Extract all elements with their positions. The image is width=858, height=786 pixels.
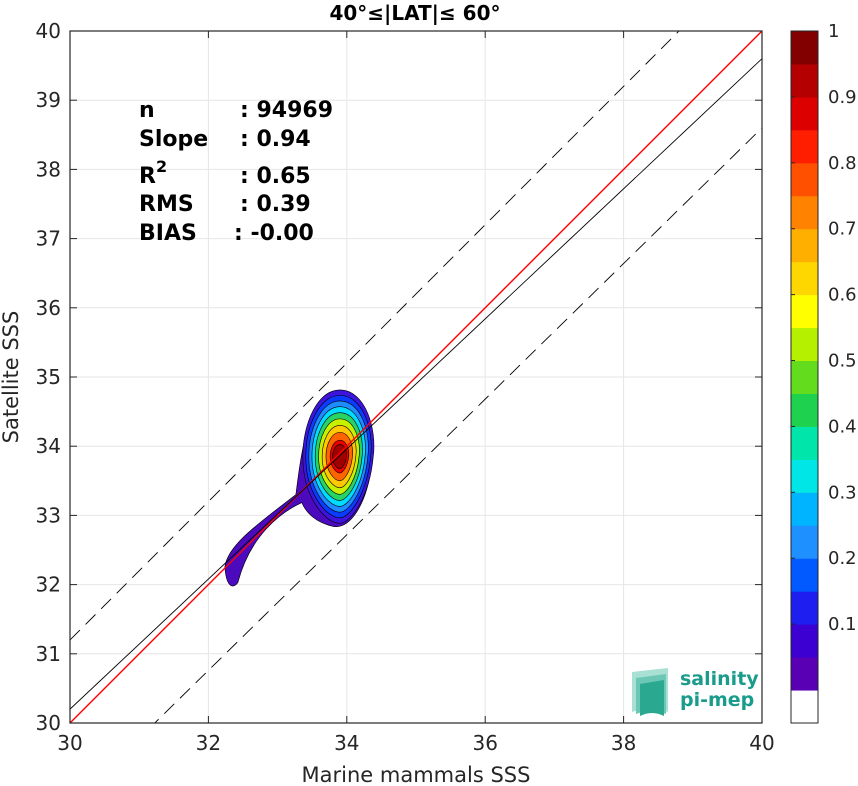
chart-title: 40°≤|LAT|≤ 60° — [329, 1, 500, 25]
y-tick-label: 36 — [36, 296, 61, 320]
x-tick-label: 36 — [472, 731, 497, 755]
stat-bias-label: BIAS — [139, 221, 197, 246]
colorbar-segment — [791, 360, 818, 394]
stat-rms-value: : 0.39 — [240, 192, 311, 217]
colorbar-segment — [791, 63, 818, 98]
colorbar-segment — [791, 96, 818, 131]
dashed-bound-line — [70, 31, 680, 641]
stat-r2-value: : 0.65 — [240, 164, 311, 189]
stat-r2-sup: 2 — [156, 157, 167, 176]
colorbar-segment — [791, 327, 818, 362]
y-tick-label: 32 — [36, 573, 61, 597]
colorbar-segment — [791, 261, 818, 296]
stat-slope-label: Slope — [139, 127, 208, 152]
colorbar-segment — [791, 426, 818, 460]
logo-wave-icon — [632, 668, 668, 716]
colorbar-tick-label: 0.5 — [828, 351, 857, 372]
stat-n-label: n — [139, 98, 155, 123]
y-tick-label: 37 — [36, 227, 61, 251]
colorbar-segment — [791, 591, 818, 625]
colorbar-tick-label: 0.2 — [828, 548, 857, 569]
colorbar-segment — [791, 657, 818, 691]
colorbar-tick-label: 0.9 — [828, 87, 857, 108]
stat-slope-value: : 0.94 — [240, 127, 311, 152]
colorbar-segment — [791, 195, 818, 230]
y-tick-label: 39 — [36, 88, 61, 112]
colorbar-tick-label: 1 — [828, 21, 839, 42]
plot-frame — [69, 30, 763, 724]
colorbar-segment — [791, 624, 818, 658]
colorbar-tick-labels: 0.1 0.2 0.3 0.4 0.5 0.6 0.7 0.8 0.9 1 — [828, 21, 857, 635]
colorbar-segment — [791, 31, 818, 65]
salinity-pimep-logo: salinity pi-mep — [632, 668, 759, 716]
colorbar-tick-label: 0.3 — [828, 482, 857, 503]
colorbar-tick-label: 0.6 — [828, 285, 857, 306]
colorbar-segment — [791, 459, 818, 493]
colorbar-segment — [791, 492, 818, 526]
y-tick-label: 31 — [36, 642, 61, 666]
colorbar-segment — [791, 129, 818, 164]
x-tick-label: 32 — [196, 731, 221, 755]
colorbar-segment — [791, 294, 818, 329]
x-tick-label: 34 — [334, 731, 359, 755]
dashed-bound-line — [154, 127, 762, 723]
colorbar-frame — [790, 30, 819, 724]
one-to-one-line — [70, 31, 762, 723]
x-tick-label: 38 — [611, 731, 636, 755]
reference-lines — [70, 31, 762, 723]
stats-box: n : 94969 Slope : 0.94 R 2 : 0.65 RMS : … — [139, 98, 333, 246]
y-tick-label: 40 — [36, 19, 61, 43]
x-tick-label: 40 — [749, 731, 774, 755]
logo-text-line2: pi-mep — [680, 689, 754, 711]
y-tick-label: 30 — [36, 711, 61, 735]
regression-line — [70, 58, 762, 710]
colorbar-tick-label: 0.1 — [828, 614, 857, 635]
colorbar-segment — [791, 690, 818, 724]
colorbar-segment — [791, 558, 818, 592]
colorbar-segment — [791, 162, 818, 197]
y-axis-label: Satellite SSS — [0, 311, 23, 444]
colorbar — [791, 30, 818, 724]
colorbar-segment — [791, 228, 818, 263]
stat-n-value: : 94969 — [240, 98, 333, 123]
y-tick-label: 35 — [36, 365, 61, 389]
y-tick-label: 38 — [36, 157, 61, 181]
x-tick-label: 30 — [57, 731, 82, 755]
stat-bias-value: : -0.00 — [234, 221, 314, 246]
stat-r2-label: R — [139, 164, 156, 189]
stat-rms-label: RMS — [139, 192, 194, 217]
y-tick-label: 33 — [36, 503, 61, 527]
y-tick-label: 34 — [36, 434, 61, 458]
x-axis-label: Marine mammals SSS — [302, 763, 531, 786]
colorbar-segment — [791, 525, 818, 559]
tick-labels: 30 32 34 36 38 40 30 31 32 33 34 35 36 37 38 39 40 — [36, 19, 775, 755]
colorbar-segment — [791, 393, 818, 427]
colorbar-tick-label: 0.4 — [828, 416, 857, 437]
colorbar-tick-label: 0.8 — [828, 153, 857, 174]
logo-text-line1: salinity — [680, 668, 759, 690]
colorbar-tick-label: 0.7 — [828, 219, 857, 240]
